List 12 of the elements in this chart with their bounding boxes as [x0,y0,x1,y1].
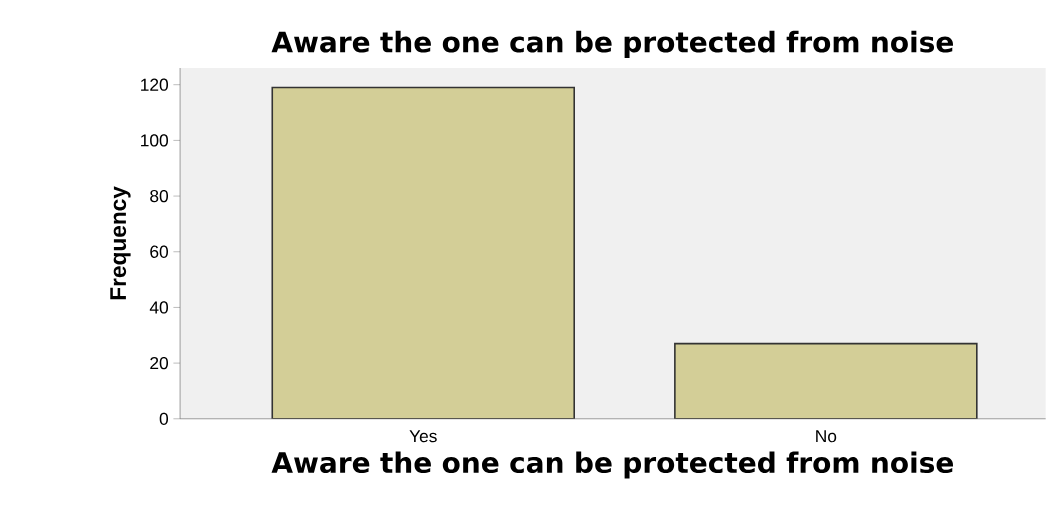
y-axis-title: Frequency [110,185,131,299]
y-tick-label: 40 [149,301,169,314]
y-tick-label: 100 [141,134,169,147]
x-axis-title: Aware the one can be protected from noise [271,451,953,479]
y-tick-label: 120 [141,78,169,91]
y-tick-label: 80 [150,189,169,202]
chart-title: Aware the one can be protected from noise [271,30,953,58]
y-tick-label: 20 [150,356,169,370]
x-tick-label: Yes [409,429,437,443]
y-tick-label: 60 [150,245,169,258]
y-tick-label: 0 [159,412,169,425]
x-tick-label: No [816,429,837,443]
